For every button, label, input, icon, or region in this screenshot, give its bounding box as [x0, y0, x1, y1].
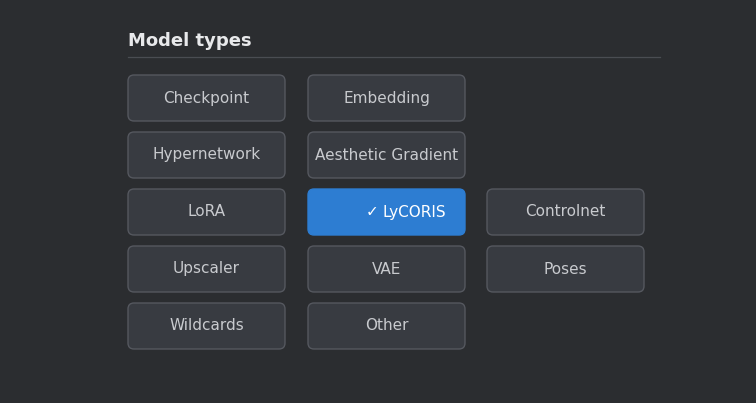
Text: VAE: VAE: [372, 262, 401, 276]
Text: LyCORIS: LyCORIS: [383, 204, 446, 220]
FancyBboxPatch shape: [308, 303, 465, 349]
FancyBboxPatch shape: [487, 246, 644, 292]
Text: Model types: Model types: [128, 32, 252, 50]
FancyBboxPatch shape: [128, 189, 285, 235]
Text: LoRA: LoRA: [187, 204, 225, 220]
FancyBboxPatch shape: [308, 75, 465, 121]
FancyBboxPatch shape: [128, 75, 285, 121]
Text: Aesthetic Gradient: Aesthetic Gradient: [315, 147, 458, 162]
FancyBboxPatch shape: [128, 303, 285, 349]
Text: Other: Other: [364, 318, 408, 334]
FancyBboxPatch shape: [308, 246, 465, 292]
Text: Hypernetwork: Hypernetwork: [153, 147, 261, 162]
FancyBboxPatch shape: [128, 132, 285, 178]
Text: ✓: ✓: [366, 204, 379, 220]
FancyBboxPatch shape: [308, 132, 465, 178]
Text: Checkpoint: Checkpoint: [163, 91, 249, 106]
FancyBboxPatch shape: [128, 246, 285, 292]
Text: Embedding: Embedding: [343, 91, 430, 106]
FancyBboxPatch shape: [487, 189, 644, 235]
FancyBboxPatch shape: [308, 189, 465, 235]
Text: Controlnet: Controlnet: [525, 204, 606, 220]
Text: Poses: Poses: [544, 262, 587, 276]
Text: Wildcards: Wildcards: [169, 318, 244, 334]
Text: Upscaler: Upscaler: [173, 262, 240, 276]
